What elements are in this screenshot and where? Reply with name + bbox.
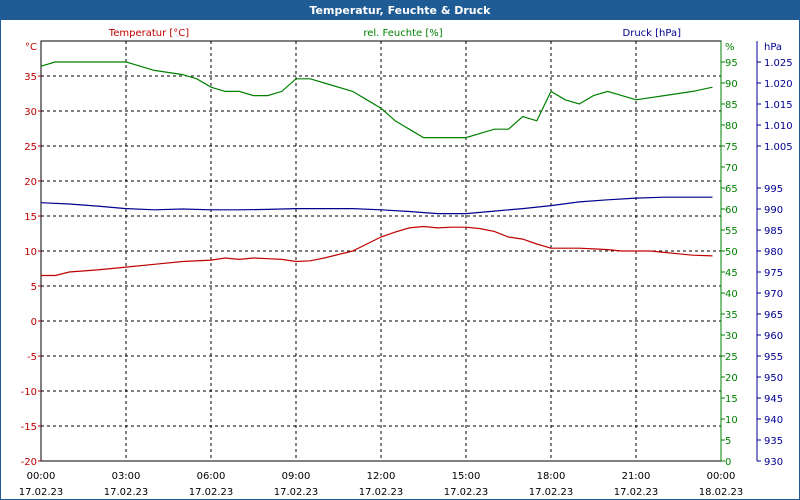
press-tick-label: 995 xyxy=(764,184,783,195)
hum-tick-label: 60 xyxy=(725,205,738,216)
hum-tick-label: 20 xyxy=(725,373,738,384)
press-tick-label: 985 xyxy=(764,226,783,237)
temp-tick-label: -5 xyxy=(27,352,37,363)
temp-tick-label: 30 xyxy=(24,107,37,118)
hum-tick-label: 30 xyxy=(725,331,738,342)
press-tick-label: 1.025 xyxy=(764,58,793,69)
hum-tick-label: 95 xyxy=(725,58,738,69)
series-line-press xyxy=(40,196,713,215)
x-tick-date: 17.02.23 xyxy=(359,487,404,498)
press-tick-label: 940 xyxy=(764,415,783,426)
chart-title: Temperatur, Feuchte & Druck xyxy=(1,1,799,20)
hum-tick-label: 65 xyxy=(725,184,738,195)
temp-tick-label: 35 xyxy=(24,72,37,83)
x-tick-time: 06:00 xyxy=(197,471,226,482)
hum-tick-label: 85 xyxy=(725,100,738,111)
hum-tick-label: 55 xyxy=(725,226,738,237)
press-tick-label: 935 xyxy=(764,436,783,447)
x-tick-time: 12:00 xyxy=(367,471,396,482)
press-tick-label: 970 xyxy=(764,289,783,300)
series-line-hum xyxy=(40,61,713,139)
hum-tick-label: 75 xyxy=(725,142,738,153)
hum-tick-label: 50 xyxy=(725,247,738,258)
x-tick-time: 03:00 xyxy=(112,471,141,482)
temp-tick-label: 0 xyxy=(31,317,37,328)
temp-tick-label: 20 xyxy=(24,177,37,188)
x-tick-time: 09:00 xyxy=(282,471,311,482)
x-tick-time: 15:00 xyxy=(452,471,481,482)
press-tick-label: 955 xyxy=(764,352,783,363)
hum-tick-label: 15 xyxy=(725,394,738,405)
hum-tick-label: 70 xyxy=(725,163,738,174)
series-line-temp xyxy=(41,225,713,277)
temp-tick-label: 25 xyxy=(24,142,37,153)
temp-unit-label: °C xyxy=(25,42,37,53)
temp-tick-label: 5 xyxy=(31,282,37,293)
x-tick-time: 00:00 xyxy=(707,471,736,482)
press-tick-label: 975 xyxy=(764,268,783,279)
hum-tick-label: 25 xyxy=(725,352,738,363)
x-tick-time: 00:00 xyxy=(27,471,56,482)
press-tick-label: 950 xyxy=(764,373,783,384)
press-unit-label: hPa xyxy=(764,42,782,53)
x-tick-date: 17.02.23 xyxy=(529,487,574,498)
hum-tick-label: 35 xyxy=(725,310,738,321)
x-tick-date: 17.02.23 xyxy=(614,487,659,498)
press-tick-label: 1.020 xyxy=(764,79,793,90)
x-tick-date: 17.02.23 xyxy=(19,487,64,498)
temp-tick-label: -15 xyxy=(21,422,37,433)
temp-tick-label: -10 xyxy=(21,387,37,398)
x-tick-date: 17.02.23 xyxy=(189,487,234,498)
hum-tick-label: 90 xyxy=(725,79,738,90)
press-tick-label: 990 xyxy=(764,205,783,216)
x-tick-date: 17.02.23 xyxy=(444,487,489,498)
hum-tick-label: 40 xyxy=(725,289,738,300)
temp-tick-label: -20 xyxy=(21,457,37,468)
x-tick-date: 17.02.23 xyxy=(104,487,149,498)
press-tick-label: 1.015 xyxy=(764,100,793,111)
press-tick-label: 965 xyxy=(764,310,783,321)
x-tick-time: 21:00 xyxy=(622,471,651,482)
press-axis-title: Druck [hPa] xyxy=(623,28,682,39)
x-tick-date: 18.02.23 xyxy=(699,487,744,498)
x-tick-date: 17.02.23 xyxy=(274,487,319,498)
press-tick-label: 945 xyxy=(764,394,783,405)
hum-tick-label: 10 xyxy=(725,415,738,426)
hum-tick-label: 80 xyxy=(725,121,738,132)
hum-unit-label: % xyxy=(725,42,735,53)
press-tick-label: 980 xyxy=(764,247,783,258)
hum-tick-label: 5 xyxy=(725,436,731,447)
temp-axis-title: Temperatur [°C] xyxy=(108,28,189,39)
hum-tick-label: 0 xyxy=(725,457,731,468)
hum-axis-title: rel. Feuchte [%] xyxy=(363,28,442,39)
press-tick-label: 1.010 xyxy=(764,121,793,132)
press-tick-label: 1.005 xyxy=(764,142,793,153)
x-tick-time: 18:00 xyxy=(537,471,566,482)
temp-tick-label: 10 xyxy=(24,247,37,258)
temp-tick-label: 15 xyxy=(24,212,37,223)
press-tick-label: 960 xyxy=(764,331,783,342)
press-tick-label: 930 xyxy=(764,457,783,468)
hum-tick-label: 45 xyxy=(725,268,738,279)
